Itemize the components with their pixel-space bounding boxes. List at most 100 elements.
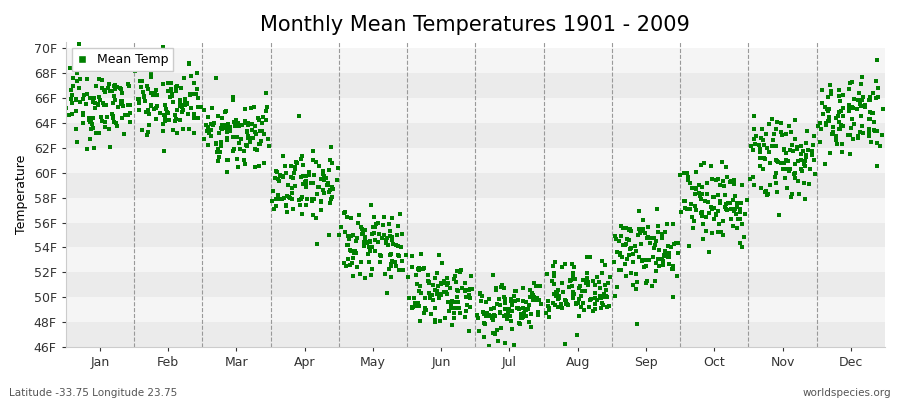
Point	[452, 304, 466, 311]
Point	[99, 102, 113, 108]
Point	[283, 195, 297, 202]
Point	[450, 268, 464, 274]
Point	[170, 83, 184, 89]
Point	[711, 208, 725, 214]
Point	[304, 198, 319, 204]
Point	[372, 231, 386, 237]
Point	[346, 254, 361, 261]
Point	[214, 126, 229, 132]
Point	[267, 206, 282, 212]
Point	[639, 257, 653, 263]
Point	[220, 135, 235, 141]
Point	[504, 296, 518, 302]
Point	[733, 240, 747, 246]
Point	[609, 249, 624, 255]
Point	[94, 85, 109, 92]
Point	[784, 194, 798, 200]
Point	[796, 160, 811, 167]
Point	[148, 90, 163, 96]
Point	[338, 210, 352, 216]
Point	[851, 132, 866, 139]
Point	[366, 214, 381, 220]
Point	[423, 292, 437, 298]
Point	[346, 273, 361, 280]
Point	[184, 105, 198, 112]
Point	[302, 172, 316, 178]
Point	[102, 81, 116, 88]
Point	[260, 104, 274, 110]
Point	[594, 305, 608, 312]
Point	[347, 248, 362, 254]
Point	[262, 143, 276, 150]
Point	[194, 104, 208, 110]
Point	[567, 264, 581, 270]
Point	[509, 288, 524, 294]
Point	[294, 156, 309, 162]
Point	[528, 283, 543, 289]
Point	[799, 128, 814, 134]
Point	[649, 238, 663, 245]
Point	[247, 104, 261, 110]
Point	[593, 292, 608, 299]
Point	[83, 119, 97, 126]
Point	[361, 251, 375, 258]
Point	[385, 215, 400, 222]
Point	[482, 312, 496, 318]
Point	[866, 90, 880, 97]
Point	[516, 305, 530, 311]
Point	[863, 96, 878, 103]
Point	[657, 229, 671, 236]
Point	[375, 222, 390, 228]
Point	[322, 200, 337, 206]
Point	[294, 196, 309, 202]
Point	[64, 87, 78, 93]
Point	[500, 316, 514, 322]
Point	[698, 198, 713, 204]
Point	[210, 149, 224, 155]
Point	[781, 158, 796, 165]
Point	[622, 246, 636, 252]
Point	[862, 126, 877, 133]
Point	[714, 229, 728, 235]
Point	[493, 324, 508, 331]
Point	[232, 123, 247, 129]
Point	[371, 220, 385, 226]
Point	[471, 315, 485, 321]
Point	[834, 141, 849, 148]
Point	[359, 240, 374, 246]
Point	[500, 316, 514, 322]
Point	[702, 248, 716, 255]
Point	[94, 114, 108, 120]
Point	[142, 64, 157, 70]
Point	[472, 290, 487, 297]
Point	[489, 287, 503, 293]
Point	[523, 286, 537, 293]
Point	[637, 264, 652, 270]
Point	[655, 262, 670, 268]
Point	[856, 130, 870, 136]
Point	[780, 165, 795, 172]
Point	[640, 235, 654, 241]
Point	[694, 196, 708, 202]
Point	[765, 143, 779, 149]
Point	[351, 220, 365, 226]
Point	[568, 276, 582, 282]
Point	[862, 130, 877, 136]
Point	[299, 202, 313, 208]
Point	[356, 239, 371, 245]
Point	[727, 206, 742, 212]
Point	[153, 110, 167, 116]
Point	[378, 271, 392, 277]
Point	[551, 304, 565, 310]
Point	[666, 220, 680, 227]
Point	[222, 124, 237, 130]
Point	[146, 92, 160, 98]
Point	[425, 292, 439, 298]
Point	[845, 116, 859, 122]
Point	[636, 228, 651, 235]
Point	[662, 249, 677, 256]
Point	[412, 267, 427, 273]
Point	[388, 259, 402, 265]
Point	[174, 97, 188, 104]
Point	[630, 232, 644, 238]
